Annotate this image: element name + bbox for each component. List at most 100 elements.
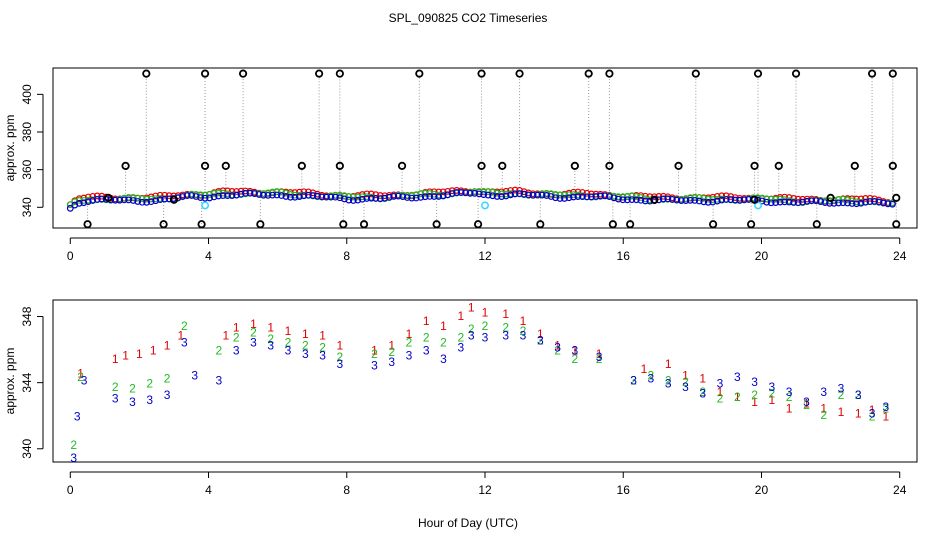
series-3-point	[300, 192, 308, 200]
outlier-point	[200, 69, 210, 78]
series-3-point	[439, 192, 447, 200]
outlier-point	[121, 161, 130, 170]
series-3-point	[457, 189, 465, 196]
series-3-point	[583, 193, 591, 201]
series-3-point	[246, 189, 254, 197]
series-3-point	[866, 198, 874, 205]
series-2-point	[691, 193, 699, 201]
series-3-point	[538, 191, 546, 199]
series-3-point	[655, 196, 663, 204]
outlier-point	[297, 161, 306, 170]
bottom-y-axis-label: approx. ppm	[3, 348, 17, 415]
series-3-point	[156, 196, 164, 204]
series-3-point	[588, 193, 595, 201]
series-1-point	[718, 192, 726, 200]
series-3-marker: 3	[302, 347, 309, 361]
series-3-point	[322, 193, 330, 201]
series-3-marker: 3	[406, 349, 413, 363]
series-2-marker: 2	[129, 382, 136, 396]
series-3-marker: 3	[267, 339, 274, 353]
outlier-point	[169, 195, 179, 204]
top-y-axis-label: approx. ppm	[3, 115, 17, 182]
series-3-point	[421, 193, 429, 201]
series-3-point	[179, 193, 187, 200]
outlier-point	[238, 69, 248, 78]
series-3-marker: 3	[855, 388, 862, 402]
series-3-marker: 3	[164, 388, 171, 402]
outlier-point	[83, 220, 92, 229]
outlier-point	[359, 220, 369, 229]
series-2-point	[484, 188, 492, 195]
series-3-point	[161, 195, 169, 203]
series-3-point	[794, 199, 802, 207]
bottom-x-tick-label: 4	[205, 483, 212, 497]
series-1-marker: 1	[164, 339, 171, 353]
series-3-point	[677, 197, 685, 205]
outlier-point	[477, 69, 486, 78]
series-2-point	[421, 189, 429, 197]
cyan-point	[201, 201, 210, 210]
series-2-marker: 2	[855, 388, 862, 402]
series-3-point	[309, 192, 317, 199]
series-3-point	[444, 191, 452, 199]
series-3-point	[664, 195, 672, 203]
series-3-marker: 3	[803, 395, 810, 409]
series-3-point	[579, 193, 586, 201]
series-3-marker: 3	[665, 377, 672, 391]
outlier-point	[397, 161, 407, 170]
series-3-point	[498, 193, 505, 200]
series-3-marker: 3	[74, 410, 81, 424]
series-3-point	[372, 195, 380, 202]
series-3-point	[758, 197, 766, 205]
series-2-point	[628, 192, 636, 200]
series-3-point	[731, 196, 739, 204]
series-1-marker: 1	[572, 344, 579, 358]
outlier-point	[498, 161, 507, 170]
series-2-point	[349, 193, 357, 201]
series-3-point	[475, 190, 483, 198]
series-1-marker: 1	[337, 339, 344, 353]
bottom-y-tick-label: 340	[20, 438, 34, 458]
series-1-point	[89, 192, 97, 200]
series-1-point	[161, 191, 169, 199]
series-3-point	[188, 192, 195, 199]
series-2-point	[839, 195, 847, 203]
outlier-point	[570, 161, 579, 170]
series-2-marker: 2	[596, 352, 603, 366]
series-3-point	[610, 194, 618, 202]
top-x-tick-label: 4	[205, 249, 212, 263]
series-3-point	[507, 191, 514, 199]
series-2-point	[844, 196, 851, 204]
series-2-marker: 2	[820, 408, 827, 422]
series-3-point	[691, 197, 699, 204]
series-3-point	[327, 193, 335, 201]
series-3-point	[830, 199, 838, 207]
series-3-point	[632, 196, 640, 204]
outlier-point	[691, 69, 700, 78]
outlier-point	[584, 69, 593, 78]
series-3-marker: 3	[482, 330, 489, 344]
series-3-point	[129, 197, 137, 204]
series-3-point	[269, 191, 276, 199]
series-3-point	[233, 191, 240, 199]
series-3-point	[619, 196, 627, 204]
series-1-marker: 1	[406, 327, 413, 341]
series-3-point	[628, 196, 636, 204]
series-2-marker: 2	[502, 320, 509, 334]
series-2-marker: 2	[457, 330, 464, 344]
bottom-y-tick-label: 344	[20, 372, 34, 392]
series-1-marker: 1	[178, 329, 185, 343]
series-1-marker: 1	[136, 347, 143, 361]
series-3-point	[493, 193, 501, 200]
series-1-point	[507, 187, 514, 194]
series-3-point	[242, 189, 249, 197]
series-3-marker: 3	[572, 344, 579, 358]
series-3-point	[89, 197, 97, 204]
series-3-point	[673, 196, 681, 204]
top-y-tick-label: 380	[20, 122, 34, 142]
series-3-point	[592, 193, 600, 200]
series-1-marker: 1	[820, 401, 827, 415]
outlier-point	[888, 69, 897, 78]
series-1-marker: 1	[537, 327, 544, 341]
